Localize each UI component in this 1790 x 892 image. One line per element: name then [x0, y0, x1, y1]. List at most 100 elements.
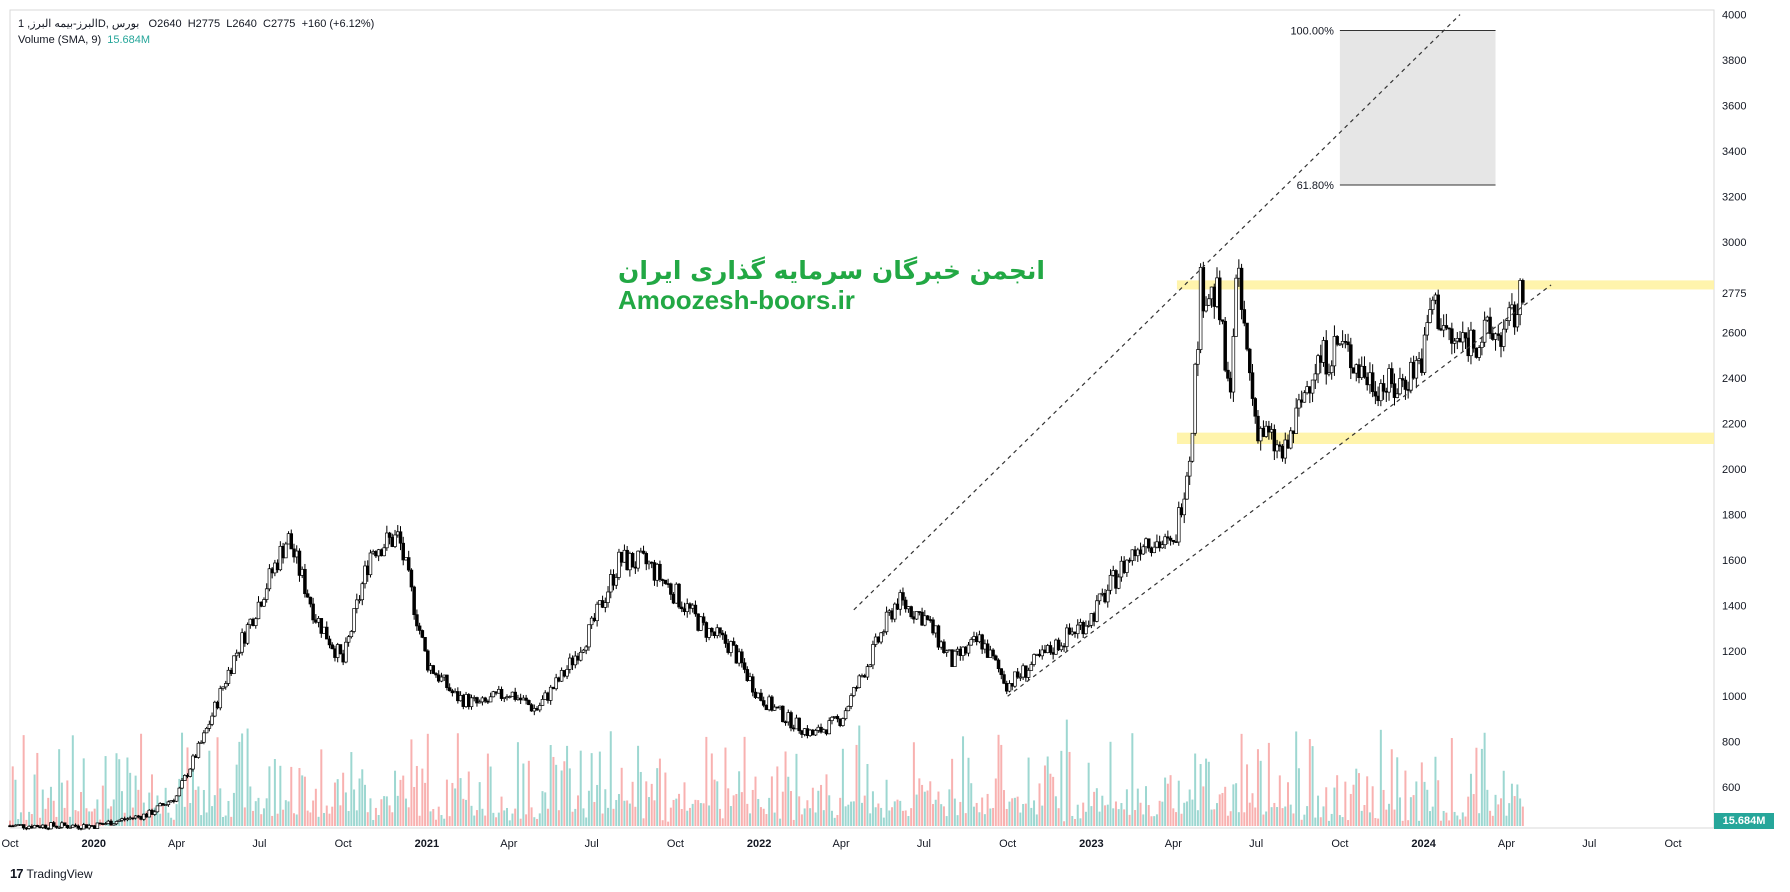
volume-bar	[1251, 793, 1254, 826]
volume-bar	[929, 781, 932, 826]
volume-bar	[1317, 795, 1320, 826]
candle-body	[1441, 325, 1446, 331]
volume-bar	[893, 801, 896, 826]
candle-body	[284, 543, 288, 559]
candle-body	[1280, 445, 1285, 459]
time-axis: Oct 2020 Apr Jul Oct 2021 Apr Jul Oct 2022 Apr Jul O…	[1, 838, 1681, 850]
candle-body	[1095, 600, 1099, 622]
candle-body	[183, 775, 187, 781]
price-tick-label: 1000	[1722, 691, 1746, 703]
volume-bar	[527, 760, 530, 826]
volume-bar	[396, 795, 399, 826]
volume-bar	[344, 792, 347, 826]
volume-bar	[1052, 776, 1055, 826]
volume-bar	[1385, 809, 1388, 826]
candle-body	[16, 824, 20, 827]
candle-body	[207, 723, 212, 729]
volume-badge: 15.684M	[1714, 813, 1774, 829]
time-tick-label: Oct	[667, 838, 684, 850]
volume-bar	[262, 808, 265, 826]
candle-body	[912, 616, 916, 620]
candle-body	[1065, 627, 1069, 647]
volume-bar	[1082, 802, 1085, 826]
volume-bar	[1046, 756, 1049, 826]
volume-bar	[839, 797, 842, 826]
candle-body	[1420, 358, 1424, 373]
volume-bar	[484, 815, 487, 826]
candle-body	[936, 625, 941, 648]
volume-bar	[975, 802, 978, 826]
candle-body	[109, 820, 113, 826]
volume-bar	[1008, 801, 1011, 826]
candle-body	[1346, 341, 1350, 346]
candle-body	[415, 614, 419, 627]
candle-body	[1381, 383, 1386, 392]
volume-bar	[598, 751, 601, 826]
volume-bar	[844, 806, 847, 826]
candle-body	[715, 627, 720, 636]
candle-body	[387, 532, 392, 538]
volume-bar	[456, 733, 459, 826]
time-tick-label: 2020	[82, 838, 106, 850]
volume-bar	[1027, 757, 1030, 826]
candle-body	[860, 675, 864, 677]
volume-bar	[358, 778, 361, 826]
volume-bar	[241, 733, 244, 826]
candle-body	[701, 616, 706, 623]
volume-bar	[1210, 809, 1213, 826]
volume-bar	[1314, 817, 1317, 826]
candle-body	[625, 549, 629, 571]
candle-body	[619, 551, 624, 563]
volume-bar	[175, 804, 178, 826]
volume-bar	[1355, 768, 1358, 826]
current-price-label: 2775	[1722, 288, 1746, 300]
volume-bar	[52, 800, 55, 826]
volume-bar	[486, 753, 489, 826]
volume-bar	[811, 787, 814, 826]
candle-body	[1059, 645, 1064, 651]
candle-body	[1272, 429, 1277, 452]
candle-body	[1324, 340, 1328, 375]
volume-bar	[205, 812, 208, 826]
candle-body	[1100, 592, 1105, 595]
candle-body	[865, 666, 870, 678]
candle-body	[854, 687, 859, 689]
volume-bar	[751, 789, 754, 826]
volume-bar	[776, 766, 779, 826]
volume-bar	[252, 810, 255, 826]
volume-bar	[1098, 811, 1101, 826]
candle-body	[729, 641, 733, 653]
candle-body	[204, 728, 209, 734]
volume-bar	[377, 815, 380, 826]
volume-bar	[465, 799, 468, 826]
candle-body	[1488, 316, 1492, 334]
candle-body	[838, 718, 842, 726]
candle-body	[1365, 376, 1369, 386]
volume-bar	[727, 788, 730, 826]
candle-body	[185, 775, 190, 777]
zone-resistance	[1176, 280, 1714, 290]
candle-body	[598, 600, 602, 605]
close-label: C	[263, 18, 271, 30]
volume-bar	[492, 812, 495, 826]
candle-body	[901, 592, 905, 601]
candle-body	[87, 825, 91, 829]
footer-brand[interactable]: 17 TradingView	[10, 866, 93, 881]
volume-bar	[1185, 801, 1188, 826]
low-value: 2640	[232, 18, 257, 30]
candle-body	[355, 599, 359, 609]
candle-body	[43, 824, 48, 829]
volume-bar	[1497, 804, 1500, 826]
candle-body	[1332, 336, 1337, 367]
volume-bar	[1333, 787, 1336, 826]
candle-body	[38, 826, 42, 829]
volume-bar	[648, 797, 650, 826]
candle-body	[690, 604, 695, 609]
volume-bar	[172, 819, 175, 826]
volume-bar	[877, 803, 880, 826]
volume-bar	[1142, 814, 1145, 826]
candle-body	[240, 632, 244, 653]
volume-bar	[107, 808, 110, 826]
candle-body	[1152, 546, 1156, 554]
